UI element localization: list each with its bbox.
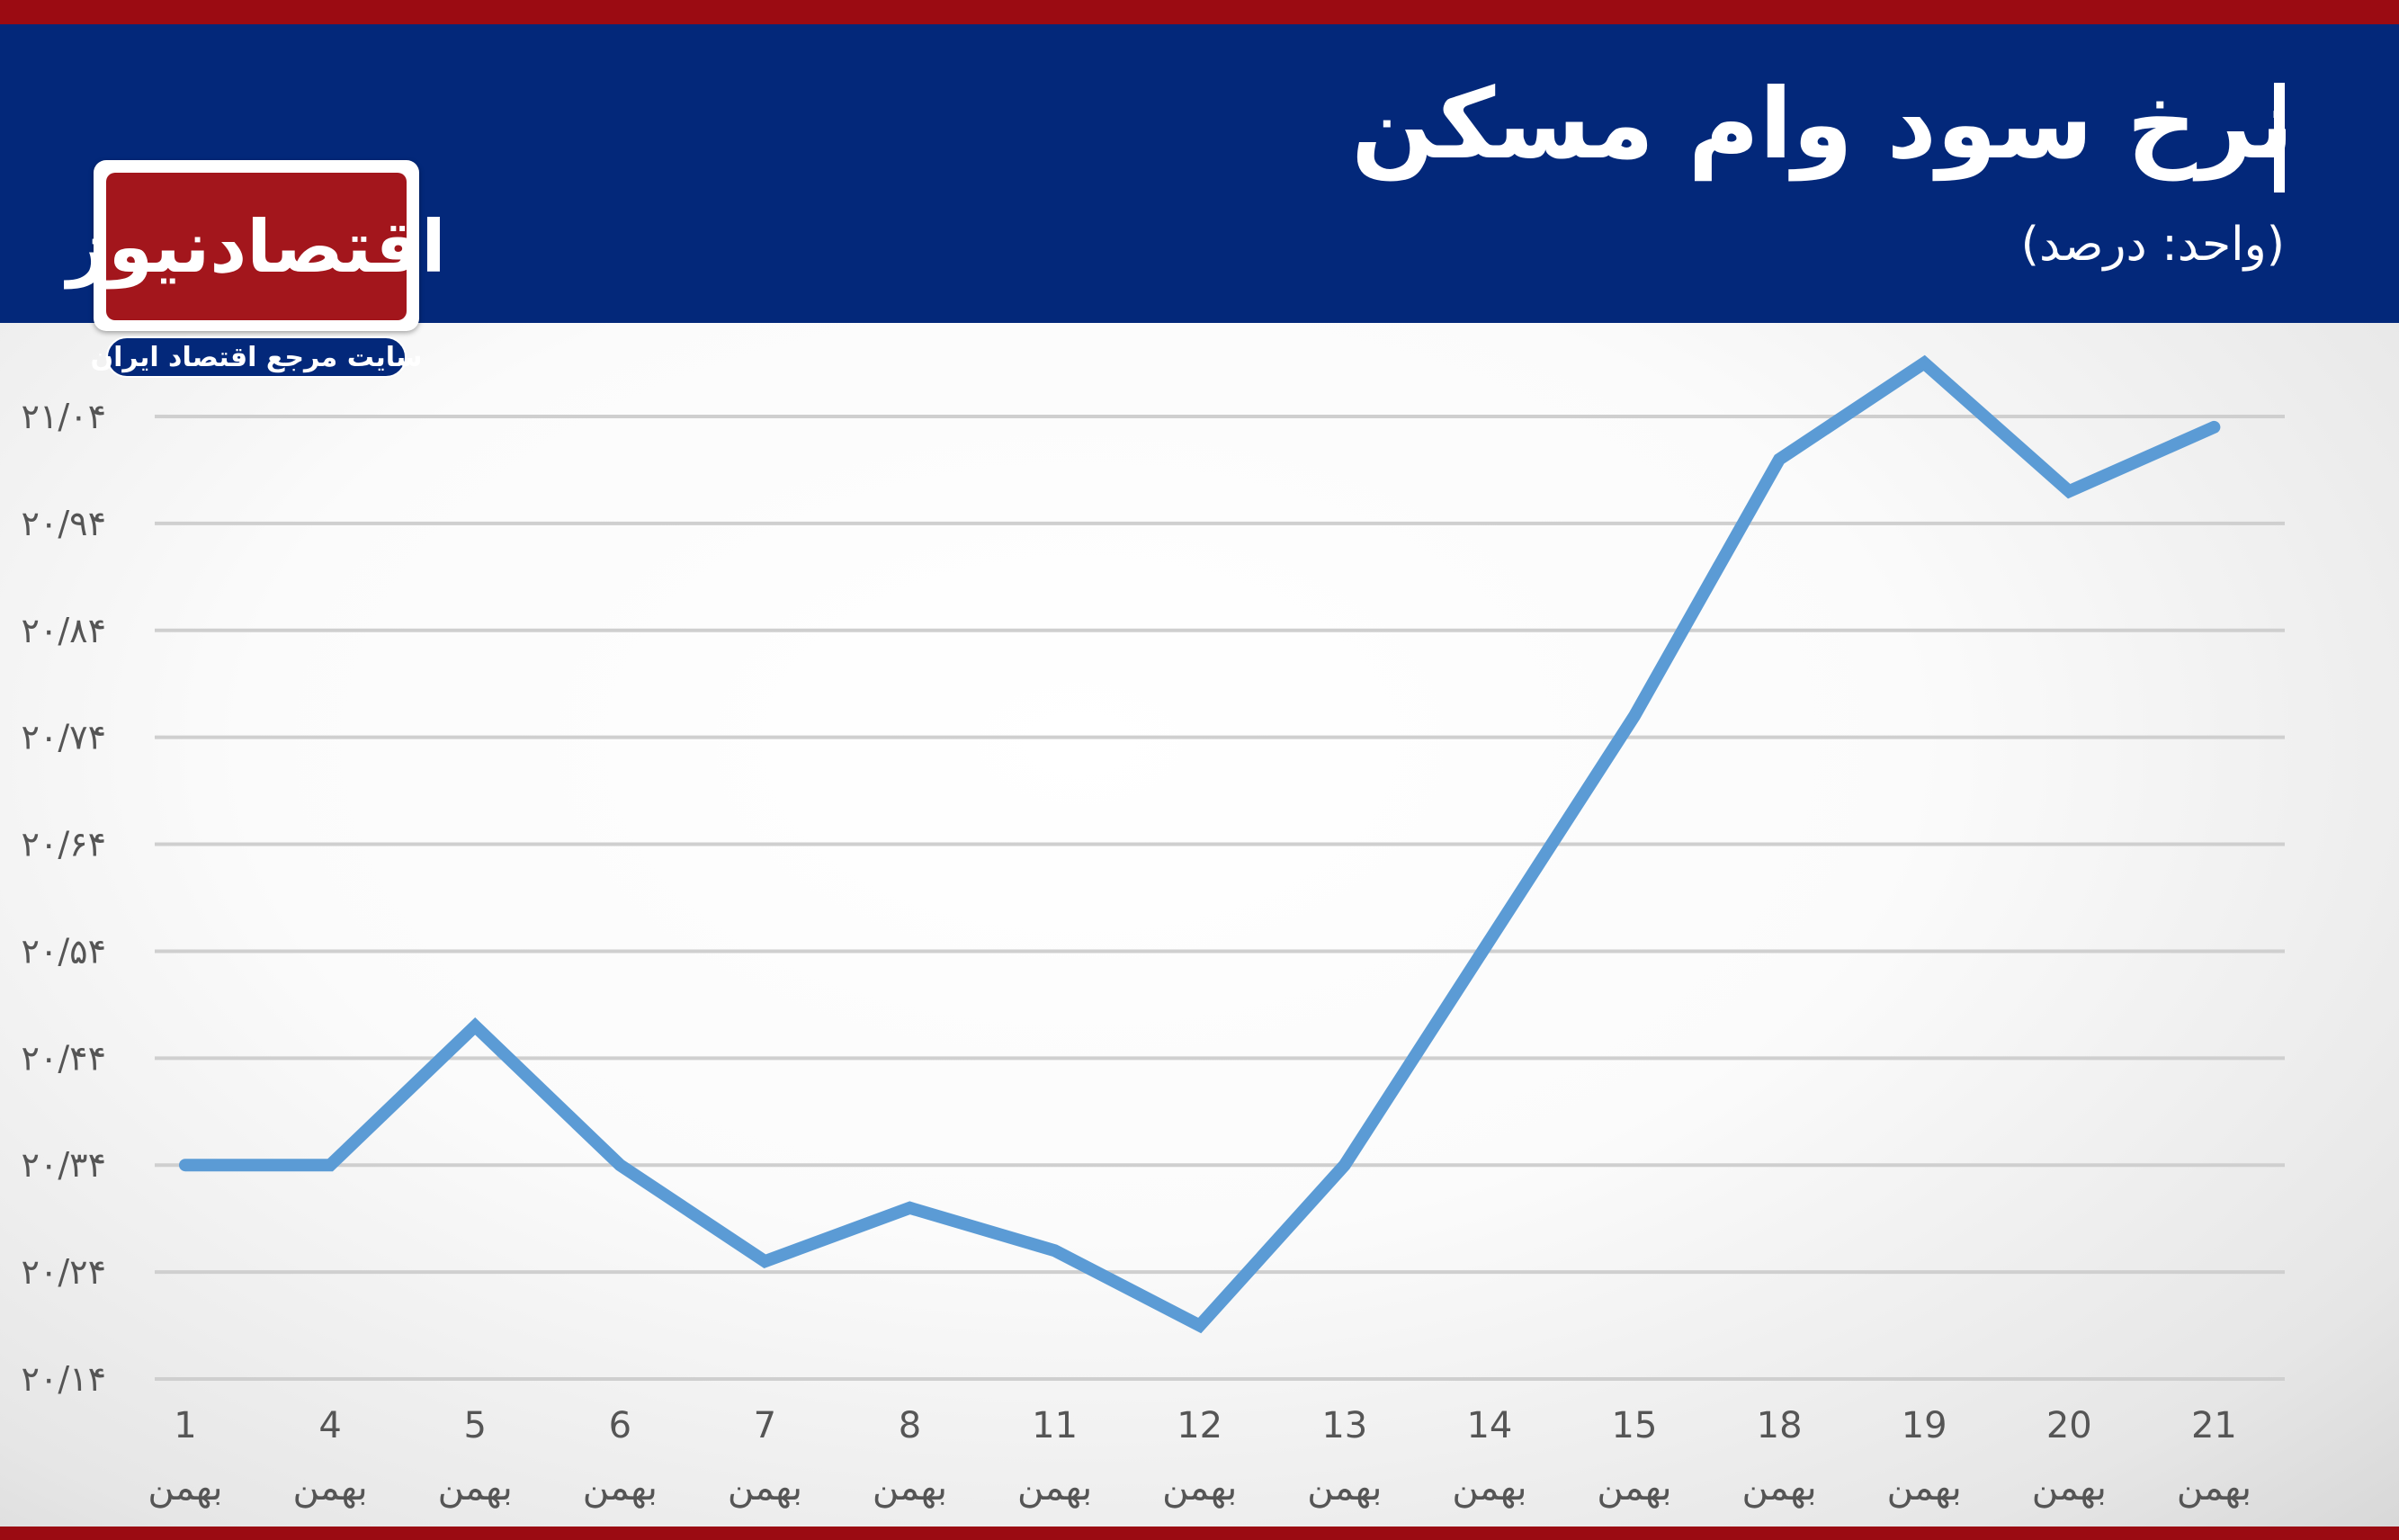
x-tick-day: 21 — [2191, 1405, 2237, 1446]
x-tick-day: 1 — [174, 1405, 196, 1446]
x-tick-day: 5 — [463, 1405, 486, 1446]
x-tick-day: 13 — [1321, 1405, 1367, 1446]
x-tick-day: 6 — [609, 1405, 631, 1446]
brand-logo: اقتصادنیوز سایت مرجع اقتصاد ایران — [67, 160, 446, 381]
x-tick-month: بهمن — [1162, 1467, 1237, 1509]
x-tick-month: بهمن — [873, 1467, 947, 1509]
x-tick-month: بهمن — [1017, 1467, 1092, 1509]
x-tick-day: 7 — [754, 1405, 776, 1446]
x-tick-day: 15 — [1612, 1405, 1658, 1446]
y-tick-label: ۲۰/۱۴ — [22, 1359, 106, 1399]
x-tick-month: بهمن — [1307, 1467, 1382, 1509]
logo-tagline: سایت مرجع اقتصاد ایران — [91, 336, 422, 378]
x-tick-month: بهمن — [1887, 1467, 1962, 1509]
series-line — [179, 354, 2221, 1334]
x-tick-month: بهمن — [2177, 1467, 2251, 1509]
grid-lines — [155, 415, 2285, 1381]
x-tick-month: بهمن — [293, 1467, 368, 1509]
bottom-accent-bar — [0, 1527, 2399, 1540]
x-axis-ticks: 1 بهمن 4 بهمن 5 بهمن 6 بهمن 7 بهمن 8 بهمن 11 بهمن 12 به… — [148, 1405, 2251, 1509]
x-tick-day: 18 — [1757, 1405, 1803, 1446]
y-tick-label: ۲۰/۵۴ — [22, 931, 106, 971]
x-tick-day: 12 — [1177, 1405, 1222, 1446]
top-accent-bar — [0, 0, 2399, 24]
y-tick-label: ۲۰/۳۴ — [22, 1145, 106, 1185]
y-axis-ticks: ۲۰/۱۴ ۲۰/۲۴ ۲۰/۳۴ ۲۰/۴۴ ۲۰/۵۴ ۲۰/۶۴ ۲۰/۷۴ ۲۰/۸۴… — [22, 397, 106, 1399]
x-tick-month: بهمن — [1597, 1467, 1671, 1509]
series-line-path — [179, 354, 2221, 1334]
y-tick-label: ۲۰/۷۴ — [22, 718, 106, 757]
y-tick-label: ۲۱/۰۴ — [22, 397, 106, 436]
x-tick-month: بهمن — [1452, 1467, 1526, 1509]
x-tick-day: 20 — [2046, 1405, 2092, 1446]
x-tick-month: بهمن — [728, 1467, 802, 1509]
x-tick-day: 8 — [899, 1405, 921, 1446]
x-tick-month: بهمن — [148, 1467, 222, 1509]
title-marker — [2274, 83, 2285, 192]
x-tick-day: 19 — [1902, 1405, 1947, 1446]
logo-wordmark: اقتصادنیوز — [67, 173, 446, 320]
y-tick-label: ۲۰/۹۴ — [22, 504, 106, 543]
y-tick-label: ۲۰/۴۴ — [22, 1038, 106, 1078]
y-tick-label: ۲۰/۲۴ — [22, 1252, 106, 1292]
x-tick-month: بهمن — [1742, 1467, 1817, 1509]
y-tick-label: ۲۰/۶۴ — [22, 825, 106, 864]
x-tick-month: بهمن — [438, 1467, 513, 1509]
y-tick-label: ۲۰/۸۴ — [22, 611, 106, 650]
chart-title: نرخ سود وام مسکن — [1351, 68, 2294, 181]
x-tick-month: بهمن — [583, 1467, 658, 1509]
logo-card: اقتصادنیوز — [67, 160, 446, 331]
x-tick-day: 11 — [1032, 1405, 1078, 1446]
x-tick-month: بهمن — [2032, 1467, 2107, 1509]
x-tick-day: 4 — [318, 1405, 341, 1446]
x-tick-day: 14 — [1466, 1405, 1512, 1446]
chart-subtitle: (واحد: درصد) — [2020, 218, 2285, 272]
